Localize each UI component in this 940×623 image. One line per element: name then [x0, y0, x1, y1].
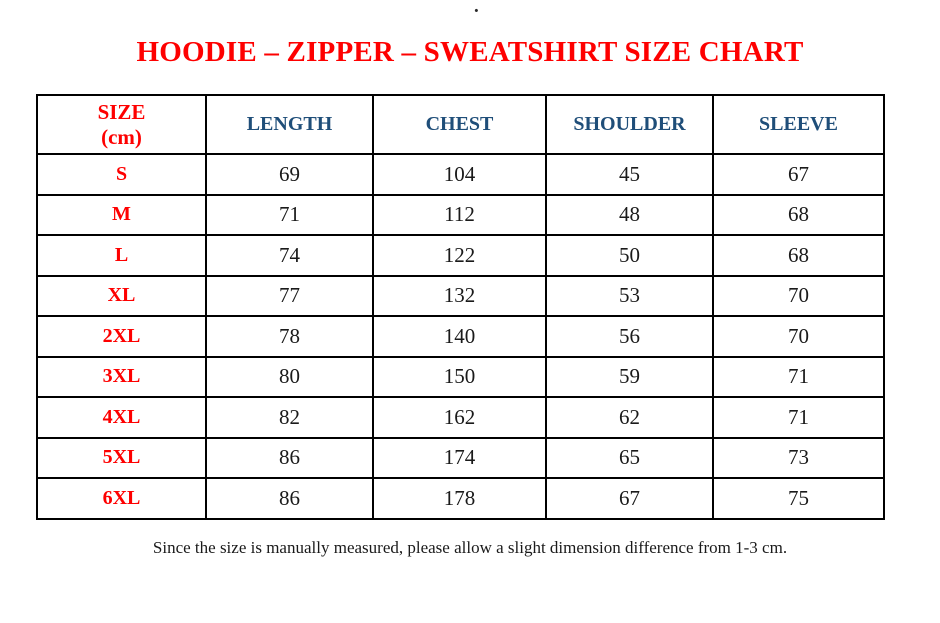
page-title: HOODIE – ZIPPER – SWEATSHIRT SIZE CHART [136, 36, 804, 68]
stray-period-mark: . [474, 0, 479, 17]
size-chart-table: SIZE (cm) LENGTH CHEST SHOULDER SLEEVE S… [36, 94, 885, 520]
shoulder-cell: 50 [545, 234, 714, 277]
table-row: L 74 122 50 68 [36, 234, 885, 277]
table-row: 4XL 82 162 62 71 [36, 396, 885, 439]
size-cell: 5XL [36, 436, 207, 479]
shoulder-cell: 56 [545, 315, 714, 358]
shoulder-cell: 65 [545, 436, 714, 479]
chest-cell: 112 [372, 193, 547, 236]
shoulder-cell: 59 [545, 355, 714, 398]
sleeve-cell: 71 [712, 355, 885, 398]
chest-cell: 104 [372, 153, 547, 196]
header-length: LENGTH [205, 94, 374, 155]
sleeve-cell: 75 [712, 477, 885, 520]
chest-cell: 140 [372, 315, 547, 358]
length-cell: 69 [205, 153, 374, 196]
chest-cell: 122 [372, 234, 547, 277]
length-cell: 80 [205, 355, 374, 398]
size-cell: 2XL [36, 315, 207, 358]
sleeve-cell: 67 [712, 153, 885, 196]
size-cell: 6XL [36, 477, 207, 520]
size-cell: 3XL [36, 355, 207, 398]
header-row: SIZE (cm) LENGTH CHEST SHOULDER SLEEVE [36, 94, 885, 155]
table-row: 2XL 78 140 56 70 [36, 315, 885, 358]
length-cell: 86 [205, 436, 374, 479]
table-row: 6XL 86 178 67 75 [36, 477, 885, 520]
shoulder-cell: 48 [545, 193, 714, 236]
size-cell: L [36, 234, 207, 277]
chest-cell: 162 [372, 396, 547, 439]
sleeve-cell: 70 [712, 315, 885, 358]
table-row: S 69 104 45 67 [36, 153, 885, 196]
chest-cell: 150 [372, 355, 547, 398]
header-chest: CHEST [372, 94, 547, 155]
header-size-line2: (cm) [101, 124, 142, 149]
table-row: XL 77 132 53 70 [36, 274, 885, 317]
length-cell: 82 [205, 396, 374, 439]
sleeve-cell: 68 [712, 234, 885, 277]
length-cell: 86 [205, 477, 374, 520]
size-cell: S [36, 153, 207, 196]
sleeve-cell: 68 [712, 193, 885, 236]
chest-cell: 132 [372, 274, 547, 317]
size-cell: XL [36, 274, 207, 317]
chest-cell: 174 [372, 436, 547, 479]
sleeve-cell: 70 [712, 274, 885, 317]
table-row: M 71 112 48 68 [36, 193, 885, 236]
shoulder-cell: 62 [545, 396, 714, 439]
table-row: 5XL 86 174 65 73 [36, 436, 885, 479]
table-row: 3XL 80 150 59 71 [36, 355, 885, 398]
header-size-cm: SIZE (cm) [36, 94, 207, 155]
sleeve-cell: 71 [712, 396, 885, 439]
length-cell: 77 [205, 274, 374, 317]
shoulder-cell: 45 [545, 153, 714, 196]
size-cell: 4XL [36, 396, 207, 439]
header-sleeve: SLEEVE [712, 94, 885, 155]
size-cell: M [36, 193, 207, 236]
size-table-body: S 69 104 45 67 M 71 112 48 68 L 74 122 50 68 XL 77 132 53 7… [36, 153, 885, 520]
table-header: SIZE (cm) LENGTH CHEST SHOULDER SLEEVE [36, 94, 885, 155]
length-cell: 71 [205, 193, 374, 236]
shoulder-cell: 67 [545, 477, 714, 520]
shoulder-cell: 53 [545, 274, 714, 317]
header-shoulder: SHOULDER [545, 94, 714, 155]
length-cell: 74 [205, 234, 374, 277]
header-size-line1: SIZE [97, 100, 146, 125]
measurement-note: Since the size is manually measured, ple… [152, 538, 788, 557]
length-cell: 78 [205, 315, 374, 358]
sleeve-cell: 73 [712, 436, 885, 479]
chest-cell: 178 [372, 477, 547, 520]
